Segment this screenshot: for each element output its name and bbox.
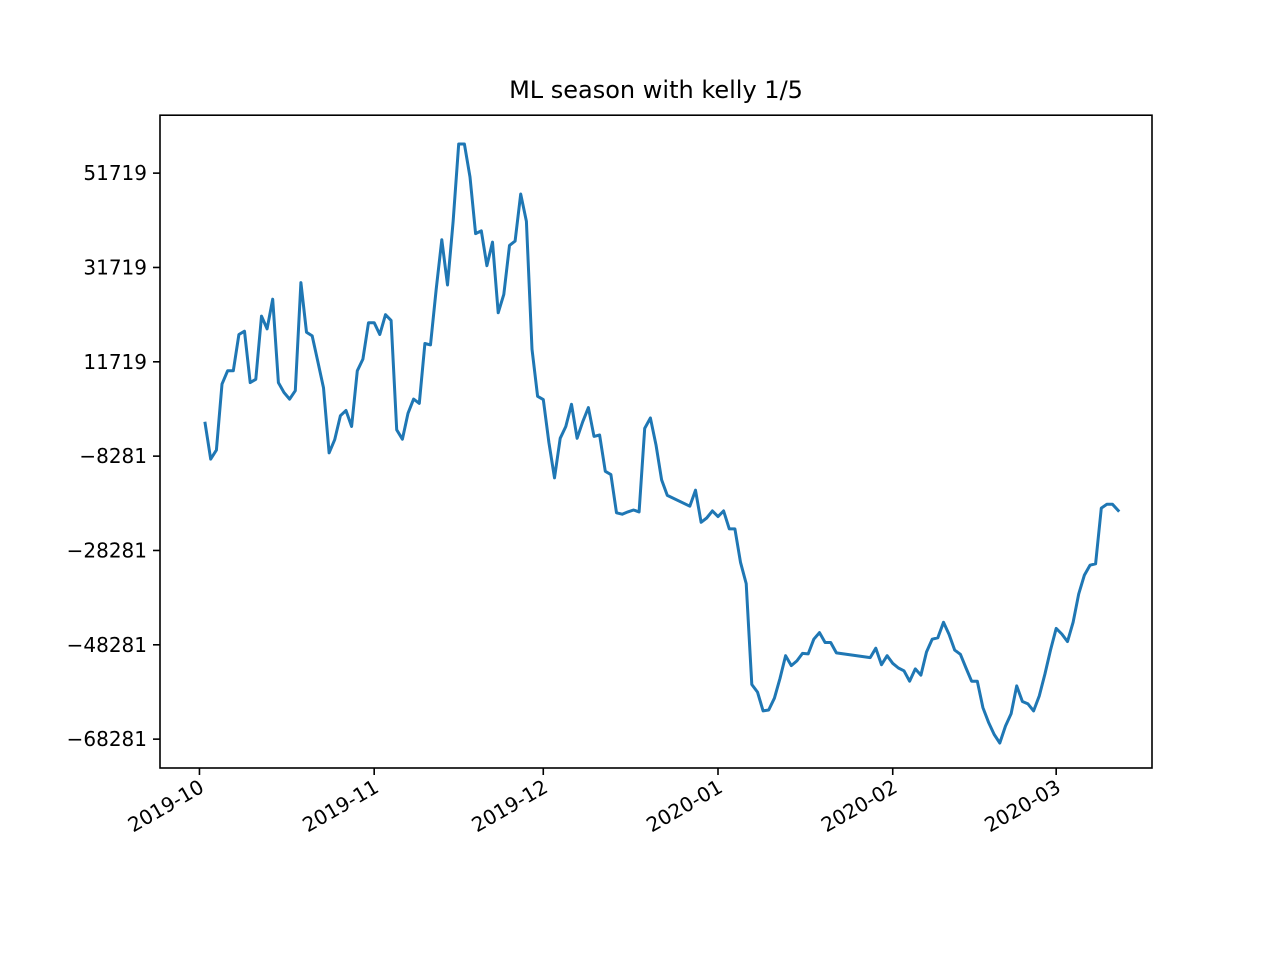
y-tick-label: −68281 [67, 727, 147, 751]
y-tick-label: −8281 [79, 444, 147, 468]
y-tick-label: −28281 [67, 538, 147, 562]
y-tick-label: 51719 [83, 161, 147, 185]
plot-frame [159, 114, 1153, 769]
y-tick-label: 11719 [83, 350, 147, 374]
series-line [203, 142, 1121, 745]
chart-title: ML season with kelly 1/5 [509, 76, 803, 104]
y-tick-label: −48281 [67, 633, 147, 657]
y-tick-label: 31719 [83, 255, 147, 279]
y-axis: 51719 31719 11719 −8281 −28281 −48281 −68281 [67, 161, 160, 751]
